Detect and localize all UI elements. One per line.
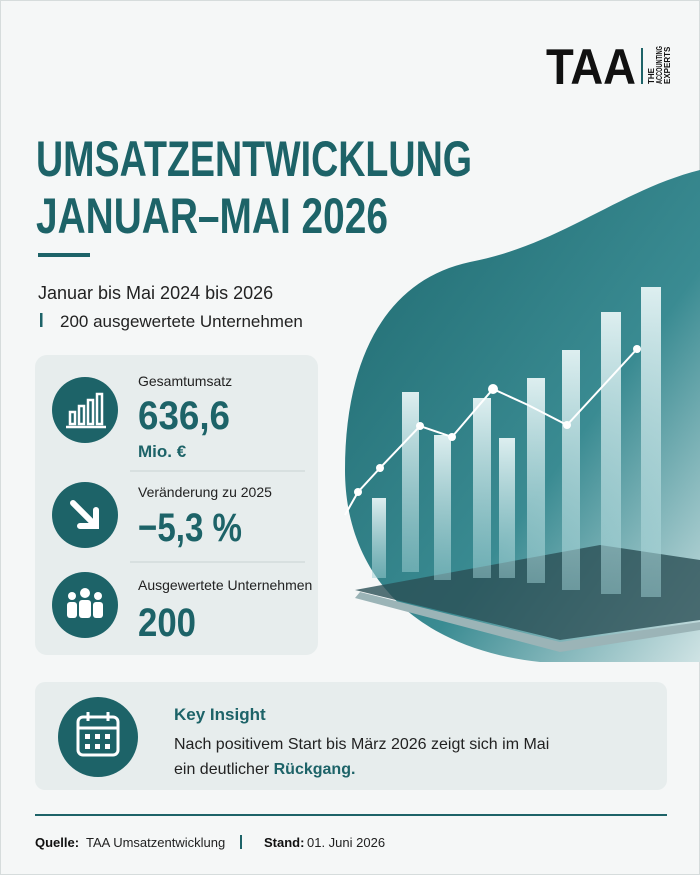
kpi-value: −5,3 % (138, 506, 242, 550)
insight-text-part: ein deutlicher (174, 761, 270, 778)
deco-bar (601, 312, 621, 594)
icon-bars (66, 392, 106, 429)
kpi-label: Gesamtumsatz (138, 373, 232, 389)
insight-text: ein deutlicher Rückgang. (174, 761, 355, 778)
deco-bar (641, 287, 661, 597)
footer-label: Stand: (264, 835, 304, 850)
footer-source: TAA Umsatzentwicklung (86, 835, 225, 850)
kpi-label: Ausgewertete Unternehmen (138, 577, 312, 593)
subtitle-marker (40, 313, 43, 327)
title-line: UMSATZENTWICKLUNG (36, 131, 472, 187)
footer-separator (240, 835, 242, 849)
logo-tagline: THE (647, 67, 656, 84)
deco-bar (473, 398, 491, 578)
sample-size: 200 ausgewertete Unternehmen (60, 312, 303, 331)
deco-bar (434, 435, 451, 580)
deco-bar (402, 392, 419, 572)
icon-calendar (76, 712, 120, 757)
icon-arrow (70, 500, 99, 529)
logo-text: TAA (546, 39, 636, 95)
deco-points (354, 345, 641, 496)
insight-emphasis: Rückgang. (274, 761, 356, 778)
kpi-unit: Mio. € (138, 442, 187, 461)
insight-text: Nach positivem Start bis März 2026 zeigt… (174, 736, 549, 753)
footer-date: 01. Juni 2026 (307, 835, 385, 850)
illustration (344, 170, 700, 662)
kpi-label: Veränderung zu 2025 (138, 484, 272, 500)
deco-bar (562, 350, 580, 590)
deco-bar (372, 498, 386, 578)
insight-card (35, 682, 667, 790)
deco-bar (527, 378, 545, 583)
deco-bar (499, 438, 515, 578)
footer-label: Quelle: (35, 835, 79, 850)
subtitle: Januar bis Mai 2024 bis 2026 (38, 283, 273, 303)
laptop-edge (355, 592, 700, 652)
icon-people (67, 588, 103, 618)
insight-title: Key Insight (174, 705, 266, 724)
logo-tagline: ACCOUNTING (655, 46, 664, 84)
logo-tagline: EXPERTS (663, 46, 672, 84)
title-line: JANUAR–MAI 2026 (36, 188, 388, 244)
title-rule (38, 253, 90, 257)
kpi-value: 200 (138, 601, 196, 645)
kpi-value: 636,6 (138, 394, 230, 438)
